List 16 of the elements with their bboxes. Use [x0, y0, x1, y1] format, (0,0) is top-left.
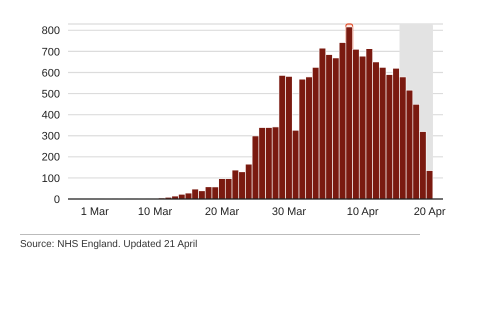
- y-tick-label: 700: [42, 46, 60, 58]
- x-tick-label: 10 Mar: [138, 206, 172, 218]
- y-tick-label: 500: [42, 88, 60, 100]
- x-tick-label: 1 Mar: [80, 206, 110, 218]
- y-tick-label: 600: [42, 67, 60, 80]
- y-tick-label: 800: [42, 25, 60, 38]
- y-tick-label: 200: [42, 152, 60, 164]
- x-tick-label: 30 Mar: [272, 206, 306, 218]
- y-tick-label: 400: [42, 110, 60, 122]
- source-note: Source: NHS England. Updated 21 April: [20, 239, 198, 250]
- x-tick-label: 10 Apr: [346, 206, 379, 218]
- x-tick-label: 20 Apr: [414, 206, 446, 218]
- y-tick-label: 100: [42, 172, 60, 185]
- y-tick-label: 300: [42, 130, 60, 143]
- y-tick-label: 0: [54, 194, 60, 206]
- x-tick-label: 20 Mar: [204, 206, 240, 218]
